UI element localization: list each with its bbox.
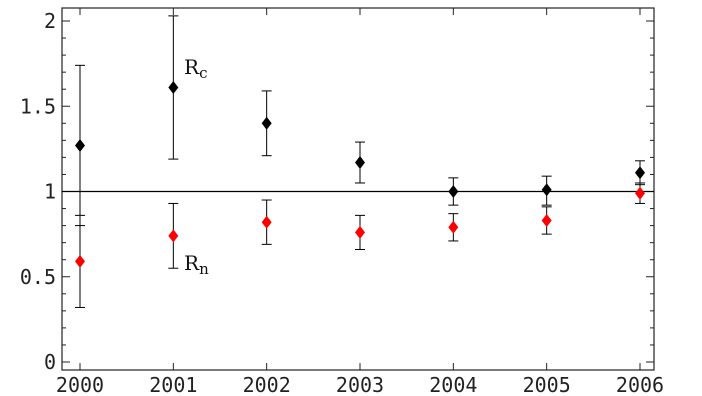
x-tick-label-2002: 2002 (243, 373, 291, 396)
point-rn-2001 (168, 229, 179, 243)
annotation-rc-sub: c (199, 64, 207, 82)
point-rc-2004 (448, 185, 459, 198)
y-tick-label-1: 1 (44, 180, 56, 204)
point-rc-2006 (635, 166, 645, 180)
y-tick-label-2: 2 (44, 9, 56, 33)
y-tick-label-0: 0 (44, 350, 56, 374)
point-rc-2000 (75, 138, 85, 152)
x-tick-label-2003: 2003 (336, 373, 384, 396)
plot-frame (61, 7, 655, 371)
x-tick-label-2001: 2001 (149, 373, 197, 396)
point-rn-2004 (448, 220, 459, 234)
x-tick-label-2005: 2005 (523, 373, 571, 396)
point-rn-2002 (261, 215, 272, 229)
y-tick-label-0.5: 0.5 (20, 265, 56, 289)
annotation-rn: Rn (184, 251, 209, 278)
x-tick-label-2000: 2000 (56, 373, 104, 396)
point-rn-2006 (635, 186, 645, 200)
data-marks (75, 15, 645, 308)
annotation-rc-main: R (184, 55, 200, 79)
point-rn-2000 (75, 254, 85, 268)
x-tick-label-2006: 2006 (616, 373, 664, 396)
x-tick-label-2004: 2004 (429, 373, 477, 396)
y-tick-label-1.5: 1.5 (20, 94, 56, 118)
axis-ticks: 2000 2001 2002 2003 2004 2005 2006 0 0.5 1 1.5 2 (20, 8, 664, 396)
point-rc-2003 (355, 156, 365, 170)
point-rn-2005 (541, 213, 552, 227)
annotation-rn-sub: n (199, 260, 209, 278)
point-rc-2001 (168, 80, 179, 94)
annotation-rc: Rc (184, 55, 207, 82)
annotation-rn-main: R (184, 251, 200, 275)
point-rc-2002 (261, 116, 272, 130)
point-rn-2003 (355, 225, 365, 239)
point-rc-2005 (541, 183, 552, 197)
